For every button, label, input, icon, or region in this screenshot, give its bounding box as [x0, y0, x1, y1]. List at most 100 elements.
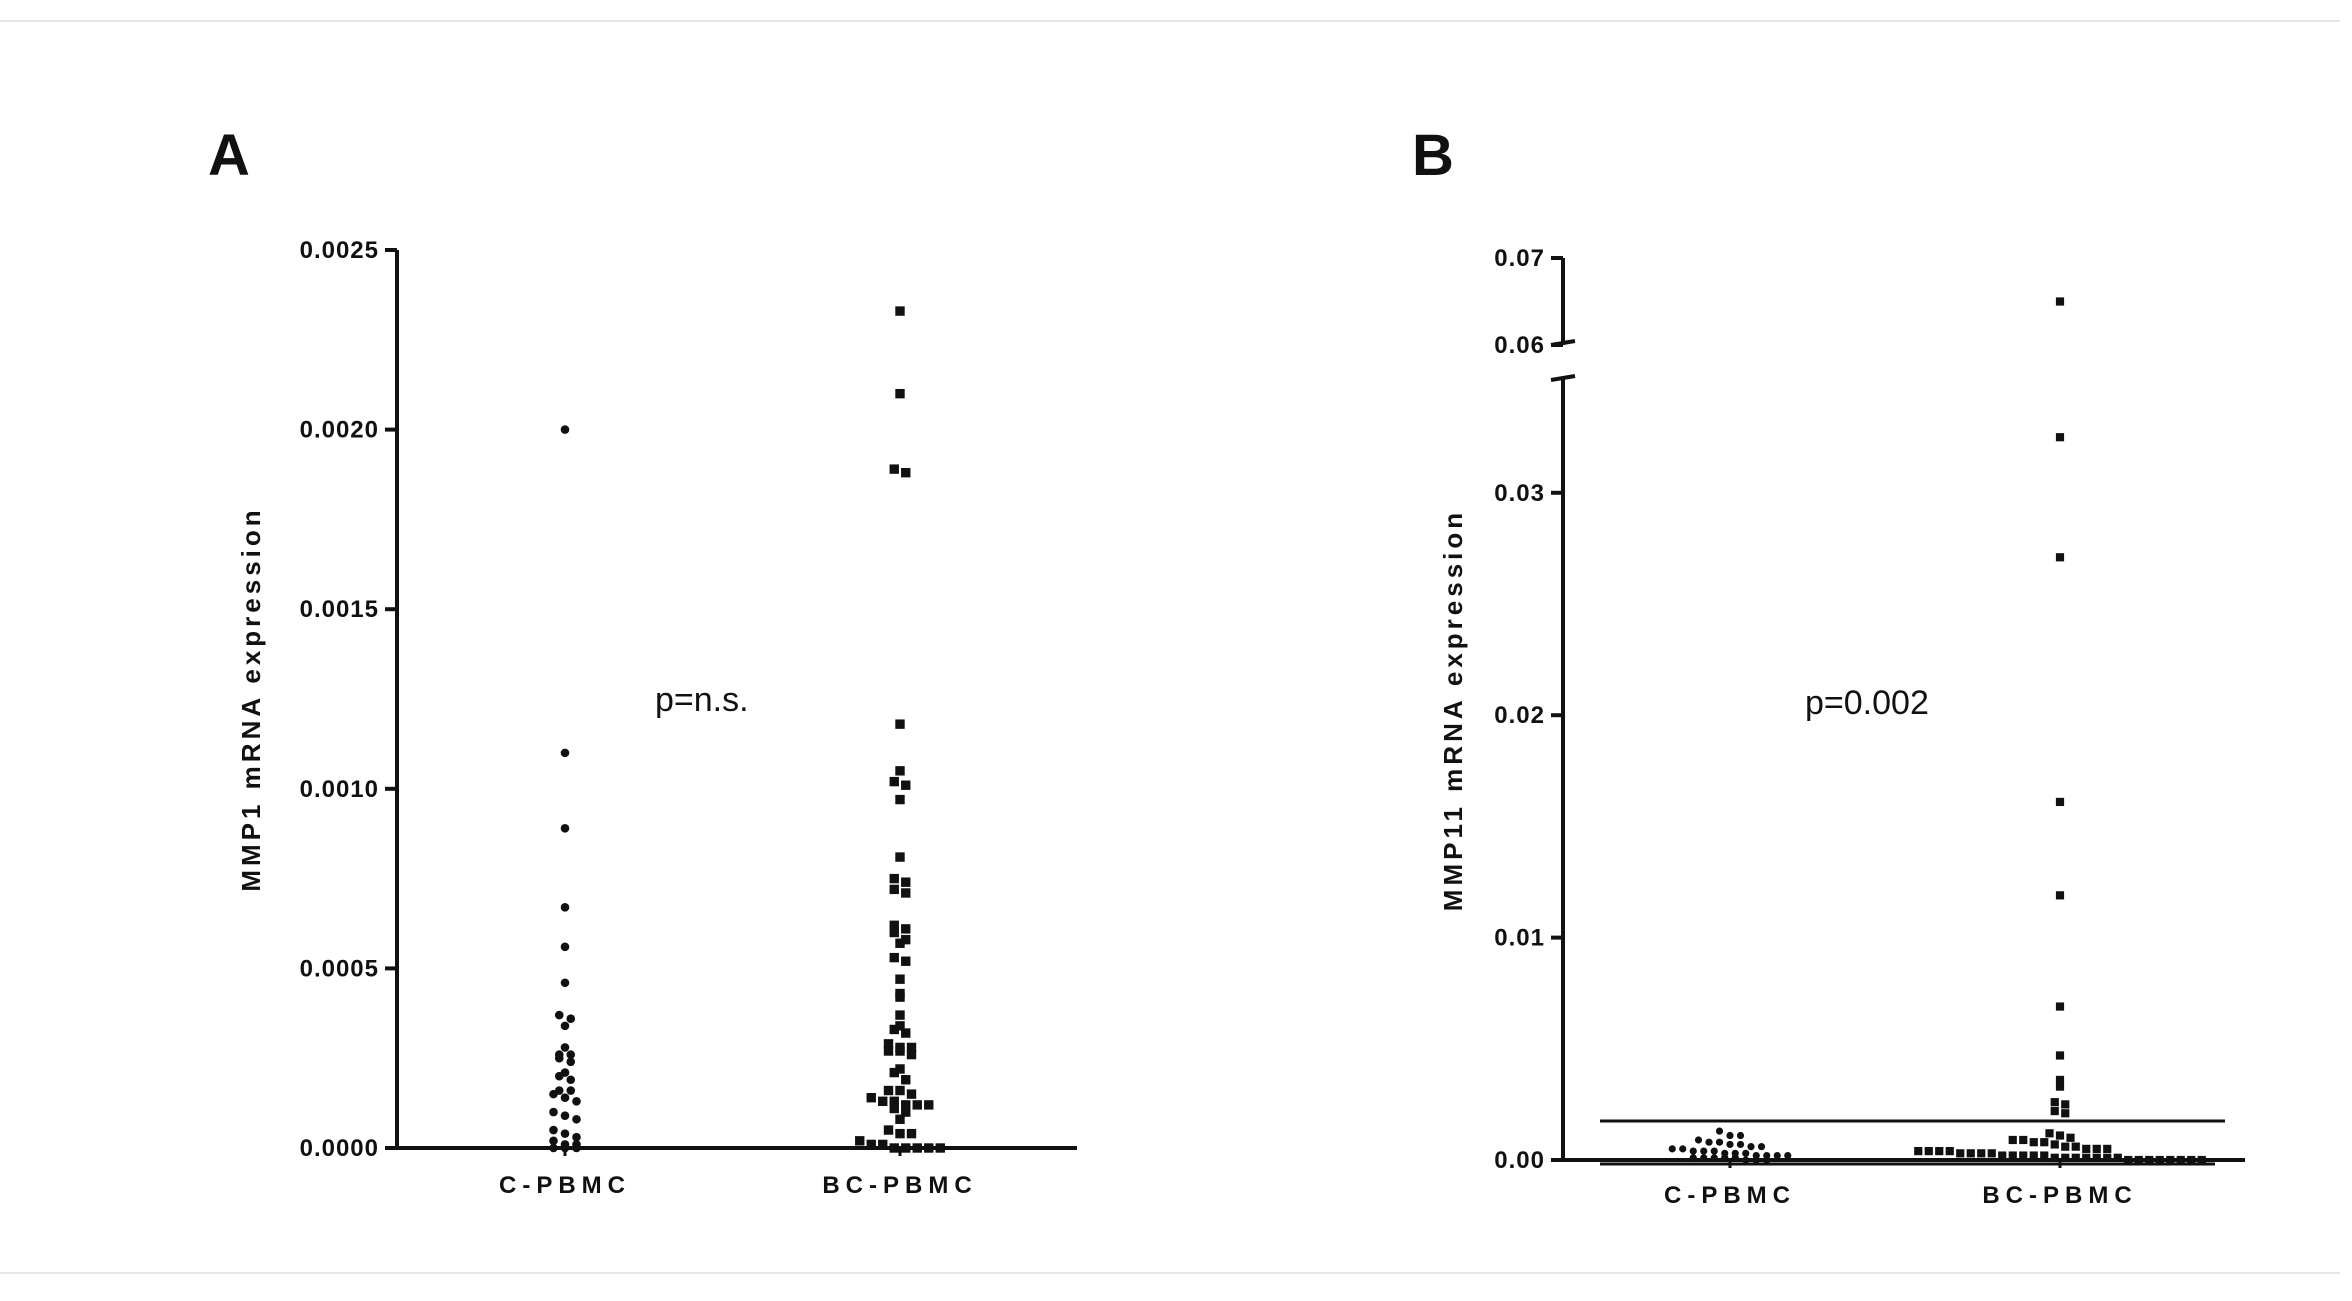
data-point: [2055, 1131, 2065, 1140]
data-point: [1924, 1147, 1933, 1156]
data-point: [2019, 1135, 2028, 1145]
data-point: [2008, 1135, 2017, 1145]
data-point: [560, 1093, 570, 1103]
data-point: [2124, 1155, 2133, 1165]
y-tick-label: 0.07: [1494, 245, 1545, 272]
data-point: [560, 824, 570, 833]
data-point: [1721, 1154, 1729, 1162]
y-tick-label: 0.0025: [300, 237, 379, 264]
y-tick-label: 0.02: [1494, 702, 1545, 729]
data-point: [1700, 1147, 1708, 1155]
data-point: [2045, 1129, 2054, 1138]
data-point: [566, 1050, 576, 1059]
data-point: [560, 1043, 570, 1052]
x-tick-label: C-PBMC: [499, 1172, 631, 1199]
data-point: [2061, 1153, 2070, 1162]
data-point: [895, 1064, 905, 1074]
data-point: [566, 1086, 576, 1095]
data-point: [895, 1021, 905, 1031]
data-point: [572, 1114, 581, 1124]
panel-b-axis-break-bottom: [1550, 374, 1576, 382]
data-point: [1966, 1149, 1975, 1158]
data-point: [906, 1049, 917, 1060]
data-point: [895, 852, 905, 862]
data-point: [566, 1014, 576, 1023]
data-point: [2055, 1002, 2065, 1011]
data-point: [2008, 1151, 2017, 1160]
data-point: [1736, 1131, 1745, 1140]
data-point: [906, 1089, 917, 1099]
y-tick-label: 0.0000: [300, 1135, 379, 1162]
data-point: [901, 877, 911, 887]
data-point: [560, 1129, 570, 1138]
y-tick-label: 0.0010: [300, 776, 379, 803]
data-point: [883, 1125, 894, 1135]
data-point: [895, 1085, 905, 1096]
data-point: [883, 1085, 894, 1096]
data-point: [1747, 1143, 1755, 1151]
data-point: [1694, 1136, 1703, 1144]
data-point: [1977, 1149, 1986, 1158]
y-tick-label: 0.01: [1494, 925, 1545, 952]
y-tick-label: 0.0015: [300, 596, 379, 623]
data-point: [2019, 1151, 2028, 1160]
data-point: [549, 1125, 558, 1135]
data-point: [866, 1139, 876, 1150]
data-point: [2145, 1155, 2154, 1165]
data-point: [883, 1046, 894, 1056]
data-point: [2103, 1153, 2112, 1162]
y-tick-label: 0.06: [1494, 332, 1545, 359]
data-point: [1731, 1154, 1739, 1162]
data-point: [1956, 1149, 1965, 1158]
data-point: [2155, 1155, 2164, 1165]
data-point: [935, 1143, 945, 1153]
data-point: [554, 1010, 564, 1020]
data-point: [889, 1143, 899, 1153]
data-point: [895, 719, 905, 729]
data-point: [924, 1100, 934, 1110]
y-tick-label: 0.0005: [300, 955, 379, 982]
data-point: [549, 1089, 558, 1099]
data-point: [560, 425, 570, 434]
data-point: [2050, 1153, 2059, 1162]
data-point: [1742, 1149, 1750, 1157]
data-point: [2066, 1133, 2075, 1142]
panel-b-letter: B: [1412, 123, 1454, 188]
data-point: [2061, 1142, 2070, 1151]
data-point: [889, 952, 899, 963]
data-point: [901, 468, 911, 478]
data-point: [1987, 1149, 1996, 1158]
data-point: [889, 873, 899, 884]
data-point: [549, 1107, 558, 1117]
data-point: [895, 306, 905, 316]
data-point: [2092, 1153, 2101, 1162]
data-point: [883, 1039, 894, 1049]
data-point: [2055, 553, 2065, 562]
data-point: [901, 1028, 911, 1038]
data-point: [560, 1111, 570, 1120]
data-point: [2055, 297, 2065, 306]
data-point: [2176, 1155, 2185, 1165]
data-point: [901, 934, 911, 945]
data-point: [912, 1100, 922, 1110]
x-tick-label: BC-PBMC: [1982, 1182, 2137, 1209]
data-point: [1757, 1143, 1766, 1151]
data-point: [2040, 1138, 2049, 1147]
panel-b-p-value: p=0.002: [1805, 684, 1929, 722]
panel-b-categories: C-PBMC BC-PBMC: [1664, 1160, 2137, 1209]
data-point: [572, 1132, 581, 1142]
data-point: [1689, 1154, 1697, 1162]
data-point: [2050, 1098, 2059, 1107]
data-point: [889, 1024, 899, 1035]
data-point: [572, 1143, 581, 1153]
data-point: [1914, 1147, 1923, 1156]
data-point: [549, 1143, 558, 1153]
y-tick-label: 0.0020: [300, 417, 379, 444]
data-point: [566, 1075, 576, 1085]
data-point: [572, 1097, 581, 1106]
data-point: [2061, 1100, 2070, 1109]
data-point: [889, 464, 899, 474]
data-point: [566, 1057, 576, 1067]
data-point: [895, 1046, 905, 1056]
